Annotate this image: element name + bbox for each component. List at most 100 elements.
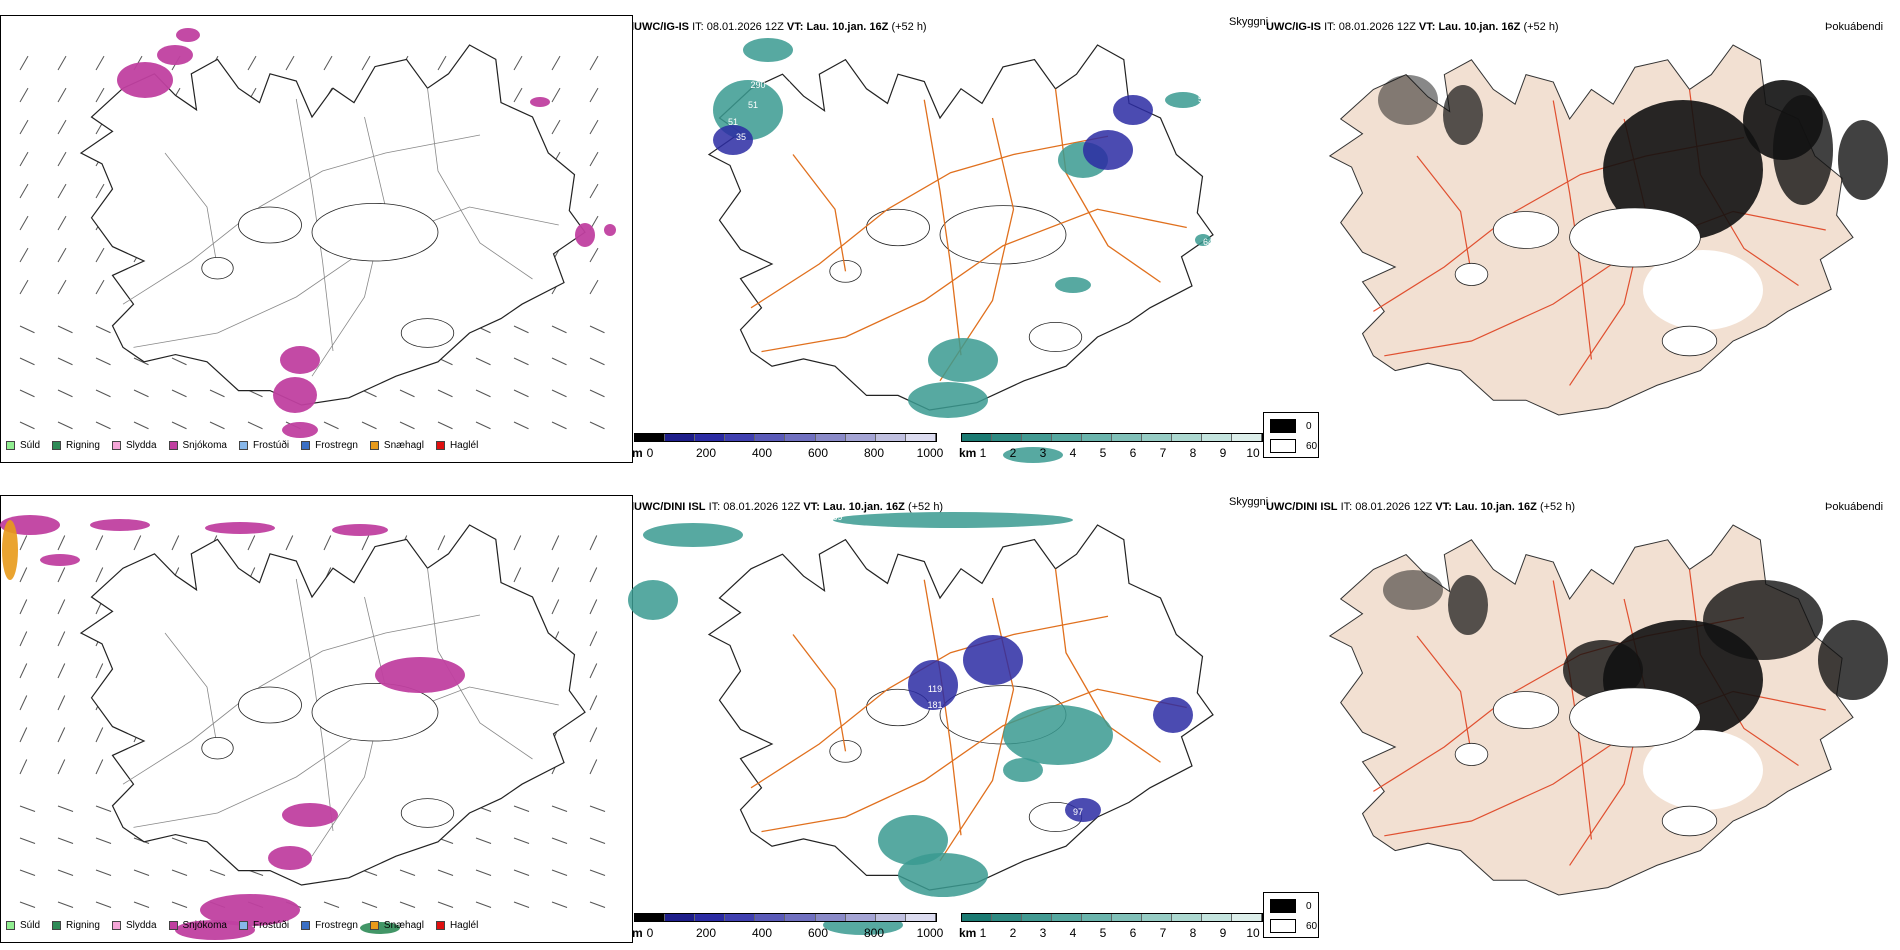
colorbar-tick: 0: [646, 446, 654, 460]
wind-barb: [57, 805, 74, 812]
wind-barb: [95, 805, 112, 812]
wind-barb: [95, 535, 104, 551]
colorbar-cell: [665, 914, 696, 921]
precip-legend-item: Rigning: [52, 440, 100, 451]
glacier-outline: [1569, 207, 1701, 268]
row2-visibility-map: 589 119 181 97: [628, 512, 1214, 935]
colorbar-tick: 10: [1246, 926, 1260, 940]
visibility-value-label: 35: [736, 132, 746, 142]
colorbar-cell: [725, 434, 756, 441]
snow-area: [205, 522, 275, 534]
wind-barb: [247, 535, 256, 551]
legend-label: 0: [1306, 900, 1312, 912]
snow-area: [530, 97, 550, 107]
wind-barb: [589, 869, 606, 876]
wind-barb: [589, 901, 606, 908]
wind-barb: [95, 55, 105, 71]
panel-header: UWC/IG-IS IT: 08.01.2026 12Z VT: Lau. 10…: [634, 21, 927, 33]
wind-barb: [19, 279, 29, 295]
wind-barb: [171, 837, 188, 844]
fog-dense-area: [1703, 580, 1823, 660]
panel-title: Skyggni: [1229, 16, 1269, 28]
legend-swatch: [435, 921, 445, 930]
colorbar-cell: [1112, 434, 1142, 441]
row1-precip-panel: UWC/IG-IS IT: 08.01.2026 12Z VT: Lau. 10…: [0, 0, 634, 465]
colorbar-tick: 3: [1039, 926, 1047, 940]
wind-barb: [95, 247, 105, 263]
wind-barb: [285, 55, 295, 71]
road-line: [122, 134, 481, 305]
glacier-outline: [1454, 262, 1489, 286]
precip-legend-item: Frostúði: [238, 440, 289, 451]
legend-swatch: [168, 441, 178, 450]
legend-label: Slydda: [125, 920, 157, 931]
wind-barb: [551, 421, 567, 430]
wind-barb: [19, 727, 28, 743]
snow-area: [575, 223, 595, 247]
colorbar-tick: 5: [1099, 926, 1107, 940]
wind-barb: [95, 87, 105, 103]
colorbar-unit: km: [959, 446, 977, 460]
colorbar-tick: 600: [807, 446, 829, 460]
colorbar-cell: [785, 914, 816, 921]
precip-legend-item: Slydda: [111, 440, 157, 451]
road-line: [1054, 568, 1161, 763]
wind-barb: [589, 279, 599, 295]
colorbar-tick: 800: [863, 926, 885, 940]
legend-swatch: [6, 921, 15, 930]
legend-label: Haglél: [449, 440, 479, 451]
road-line: [164, 632, 218, 749]
visibility-value-label: 222: [775, 80, 790, 90]
colorbar-cell: [845, 914, 876, 921]
wind-barb: [589, 151, 599, 167]
wind-barb: [133, 389, 149, 398]
fog-dense-area: [1818, 620, 1888, 700]
wind-barb: [133, 357, 149, 366]
wind-barb: [475, 869, 492, 876]
colorbar-cell: [962, 914, 992, 921]
colorbar-cell: [755, 914, 786, 921]
wind-barb: [589, 663, 598, 679]
wind-barb: [513, 567, 522, 583]
wind-barb: [57, 87, 67, 103]
colorbar-unit: m: [632, 926, 643, 940]
legend-swatch: [52, 441, 62, 450]
wind-barb: [95, 837, 112, 844]
glacier-outline: [400, 798, 455, 828]
wind-barb: [19, 631, 28, 647]
precip-legend-item: Slydda: [111, 920, 157, 931]
fog-legend-item: 0: [1270, 899, 1312, 913]
wind-barb: [475, 357, 491, 366]
colorbar-tick: 8: [1189, 926, 1197, 940]
legend-label: 0: [1306, 420, 1312, 432]
wind-barb: [589, 325, 605, 334]
wind-barb: [57, 567, 66, 583]
visibility-area: [643, 523, 743, 547]
colorbar-cell: [695, 914, 726, 921]
wind-barb: [589, 389, 605, 398]
row1-visibility-panel: UWC/IG-IS IT: 08.01.2026 12Z VT: Lau. 10…: [632, 0, 1268, 465]
colorbar-unit: km: [959, 926, 977, 940]
colorbar-cell: [1172, 914, 1202, 921]
road-line: [792, 634, 847, 752]
wind-barb: [19, 151, 29, 167]
road-line: [427, 568, 533, 760]
fog-free-area: [1643, 250, 1763, 330]
colorbar-cell: [1052, 434, 1082, 441]
wind-barb: [437, 535, 446, 551]
road-line: [133, 206, 559, 348]
road-line: [122, 614, 481, 785]
wind-barb: [133, 869, 150, 876]
wind-barb: [589, 759, 598, 775]
visibility-area: [1083, 130, 1133, 170]
wind-barb: [551, 325, 567, 334]
colorbar-tick: 9: [1219, 926, 1227, 940]
visibility-value-label: 51: [748, 100, 758, 110]
wind-barb: [513, 55, 523, 71]
row2-fog-map: [1328, 524, 1888, 896]
colorbar-cell: [1142, 914, 1172, 921]
fog-free-area: [1643, 730, 1763, 810]
colorbar-tick: 7: [1159, 446, 1167, 460]
colorbar-tick: 1: [979, 926, 987, 940]
precip-legend-item: Snjókoma: [168, 920, 227, 931]
